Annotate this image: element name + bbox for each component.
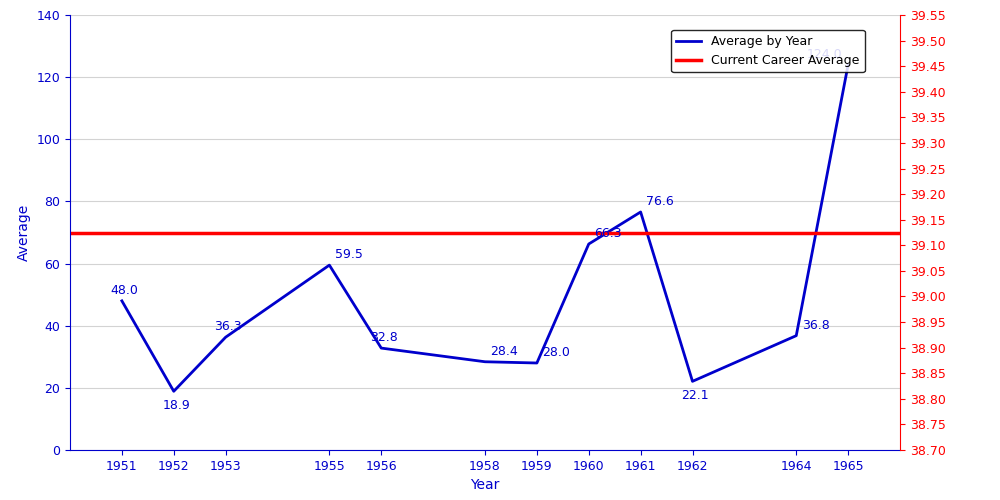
Average by Year [220, 334, 232, 340]
Average by Year [479, 359, 491, 365]
Text: 36.3: 36.3 [215, 320, 242, 334]
Average by Year [842, 62, 854, 68]
Average by Year [790, 332, 802, 338]
Text: 48.0: 48.0 [111, 284, 139, 297]
Text: 66.3: 66.3 [594, 227, 622, 240]
Text: 32.8: 32.8 [370, 331, 398, 344]
Average by Year [168, 388, 180, 394]
Average by Year [635, 209, 647, 215]
Y-axis label: Average: Average [17, 204, 31, 261]
Average by Year [583, 241, 595, 247]
Average by Year [116, 298, 128, 304]
Text: 76.6: 76.6 [646, 195, 674, 208]
Average by Year [686, 378, 698, 384]
Text: 36.8: 36.8 [802, 318, 830, 332]
Average by Year [375, 345, 387, 351]
Average by Year [323, 262, 335, 268]
X-axis label: Year: Year [470, 478, 500, 492]
Text: 22.1: 22.1 [681, 390, 709, 402]
Text: 28.4: 28.4 [491, 345, 518, 358]
Average by Year [531, 360, 543, 366]
Text: 124.0: 124.0 [806, 48, 842, 61]
Text: 28.0: 28.0 [542, 346, 570, 359]
Line: Average by Year: Average by Year [122, 64, 848, 392]
Text: 18.9: 18.9 [163, 400, 190, 412]
Text: 59.5: 59.5 [335, 248, 363, 261]
Legend: Average by Year, Current Career Average: Average by Year, Current Career Average [671, 30, 865, 72]
